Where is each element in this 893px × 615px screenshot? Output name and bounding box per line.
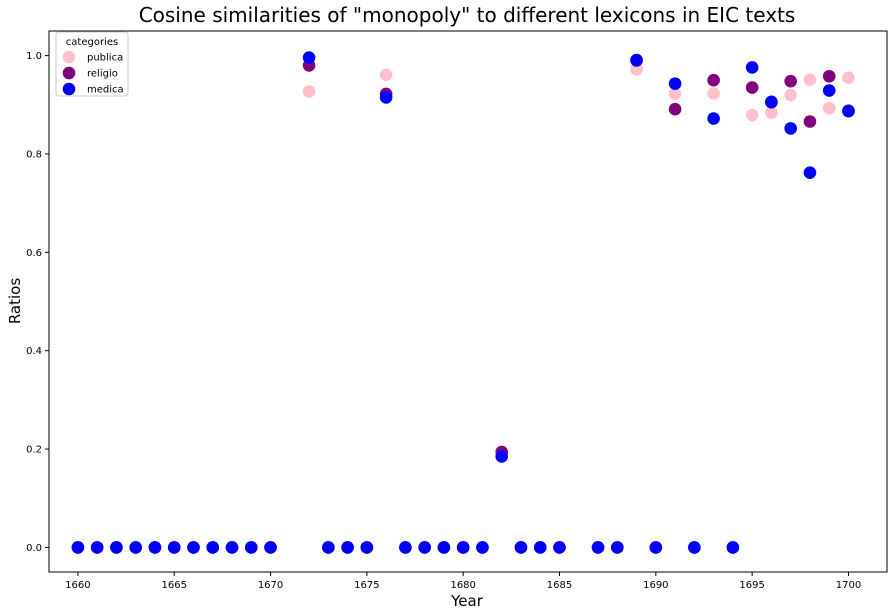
data-point-religio xyxy=(745,81,759,94)
plot-area xyxy=(48,30,888,573)
data-point-medica xyxy=(264,541,277,554)
data-point-religio xyxy=(668,102,682,116)
data-point-medica xyxy=(456,541,470,554)
data-point-medica xyxy=(784,122,797,135)
x-tick-label: 1690 xyxy=(643,580,668,591)
legend-marker-medica xyxy=(62,82,76,96)
data-point-medica xyxy=(803,166,817,179)
data-point-medica xyxy=(476,541,489,554)
y-tick-label: 0.4 xyxy=(26,346,42,357)
y-tick-label: 0.0 xyxy=(26,543,42,554)
data-point-medica xyxy=(610,541,624,554)
data-point-medica xyxy=(842,104,855,118)
data-point-medica xyxy=(726,541,740,554)
legend-label-publica: publica xyxy=(87,53,123,64)
data-point-medica xyxy=(688,541,701,554)
data-point-medica xyxy=(148,541,162,554)
data-point-medica xyxy=(167,541,181,554)
data-point-publica xyxy=(784,88,797,102)
x-tick-label: 1670 xyxy=(258,580,283,591)
data-point-publica xyxy=(707,87,720,100)
data-point-medica xyxy=(765,95,778,109)
y-tick-label: 0.8 xyxy=(26,149,42,160)
legend-box xyxy=(55,31,129,97)
data-point-medica xyxy=(630,53,643,67)
data-point-publica xyxy=(803,73,817,86)
data-point-medica xyxy=(71,541,85,554)
y-tick-label: 1.0 xyxy=(26,51,42,62)
legend-label-religio: religio xyxy=(87,69,118,80)
legend-label-medica: medica xyxy=(87,85,124,96)
data-point-medica xyxy=(514,541,528,554)
data-point-religio xyxy=(784,74,797,88)
legend-title: categories xyxy=(66,37,118,48)
x-tick-label: 1665 xyxy=(161,580,186,591)
data-point-medica xyxy=(225,541,239,554)
x-axis: 1660 1665 1670 1675 1680 1685 1690 1695 1700 xyxy=(65,572,861,591)
data-point-medica xyxy=(649,541,663,554)
data-point-medica xyxy=(322,541,335,554)
x-tick-label: 1680 xyxy=(450,580,475,591)
y-axis-label: Ratios xyxy=(6,278,24,325)
x-tick-label: 1660 xyxy=(65,580,90,591)
data-point-medica xyxy=(206,541,220,554)
data-point-medica xyxy=(495,450,509,463)
data-point-publica xyxy=(630,63,643,76)
data-point-religio xyxy=(707,73,720,87)
data-point-medica xyxy=(418,541,431,554)
data-point-publica xyxy=(302,85,316,98)
data-point-medica xyxy=(745,61,759,74)
data-point-medica xyxy=(302,51,316,64)
y-tick-label: 0.2 xyxy=(26,445,42,456)
data-point-medica xyxy=(360,541,374,554)
data-point-medica xyxy=(129,541,142,554)
data-point-publica xyxy=(842,71,855,85)
data-point-medica xyxy=(379,91,393,104)
y-axis: 0.0 0.2 0.4 0.6 0.8 1.0 xyxy=(26,51,49,554)
data-point-medica xyxy=(591,541,605,554)
legend-marker-publica xyxy=(62,50,76,64)
data-point-medica xyxy=(187,541,200,554)
data-point-medica xyxy=(110,541,123,554)
data-point-medica xyxy=(341,541,354,554)
x-axis-label: Year xyxy=(450,592,484,610)
data-point-publica xyxy=(822,101,836,115)
data-point-medica xyxy=(90,541,104,554)
data-point-medica xyxy=(437,541,451,554)
x-tick-label: 1700 xyxy=(836,580,861,591)
chart-title: Cosine similarities of "monopoly" to dif… xyxy=(139,3,796,27)
data-point-medica xyxy=(244,541,258,554)
data-point-publica xyxy=(765,106,778,119)
data-point-medica xyxy=(533,541,547,554)
legend: categories publica religio medica xyxy=(55,31,129,97)
data-point-medica xyxy=(399,541,412,554)
data-point-medica xyxy=(822,84,836,97)
data-point-religio xyxy=(803,115,817,128)
x-tick-label: 1695 xyxy=(739,580,764,591)
legend-marker-religio xyxy=(62,66,76,80)
y-tick-label: 0.6 xyxy=(26,248,42,259)
data-point-medica xyxy=(553,541,566,554)
data-point-publica xyxy=(745,108,759,122)
data-point-medica xyxy=(707,112,720,125)
data-point-publica xyxy=(668,87,682,101)
data-points xyxy=(71,51,855,554)
x-tick-label: 1675 xyxy=(354,580,379,591)
data-point-publica xyxy=(379,68,393,82)
x-tick-label: 1685 xyxy=(547,580,572,591)
data-point-religio xyxy=(822,69,836,83)
data-point-medica xyxy=(668,77,682,90)
